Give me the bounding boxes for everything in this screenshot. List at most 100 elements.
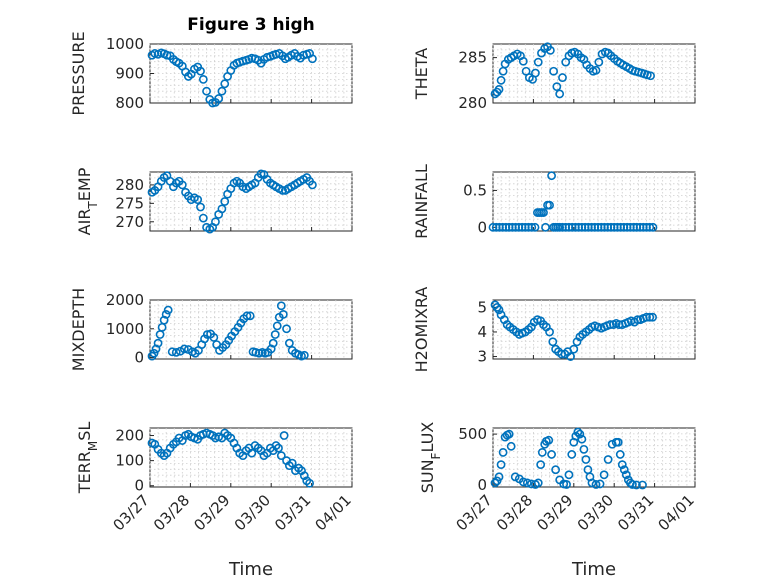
data-point	[531, 68, 540, 78]
x-tick-label: 03/31	[271, 491, 314, 534]
data-point	[591, 480, 601, 489]
y-axis-label-subscript: M	[86, 441, 100, 451]
data-point	[605, 320, 615, 329]
data-points	[147, 169, 317, 234]
data-point	[308, 54, 317, 64]
data-point	[211, 217, 220, 227]
x-tick-label: 03/27	[110, 491, 153, 534]
data-point	[271, 441, 281, 450]
data-point	[163, 305, 173, 315]
y-axis-label-main: AIR	[75, 209, 94, 236]
data-point	[533, 57, 543, 67]
y-axis-label: PRESSURE	[69, 31, 88, 115]
data-point	[159, 315, 169, 325]
data-points	[490, 300, 657, 361]
data-point	[645, 312, 655, 322]
data-point	[274, 443, 283, 453]
y-axis-label: H2OMIXRA	[412, 287, 431, 373]
data-point	[496, 460, 506, 470]
data-point	[569, 344, 579, 354]
subplot-h2omixra: 3 4 5 H2OMIXRA	[412, 287, 696, 373]
y-tick-label: 0	[477, 476, 487, 494]
data-point	[558, 73, 567, 82]
data-points	[147, 48, 317, 108]
y-tick-label: 500	[458, 425, 487, 443]
grid	[492, 172, 696, 231]
data-point	[603, 455, 613, 464]
data-point	[161, 309, 171, 319]
data-point	[278, 309, 288, 319]
data-point	[490, 478, 500, 488]
data-point	[547, 450, 556, 459]
data-point	[242, 311, 252, 321]
y-tick-label: 270	[115, 213, 144, 231]
data-point	[594, 57, 604, 67]
data-point	[566, 352, 575, 361]
data-point	[504, 429, 514, 439]
data-point	[522, 478, 532, 488]
data-point	[551, 465, 561, 475]
y-axis-label: THETA	[412, 48, 431, 100]
data-point	[648, 312, 657, 322]
data-point	[305, 478, 314, 488]
data-point	[214, 94, 224, 103]
subplot-pressure: 800 900 1000 PRESSURE	[69, 31, 353, 116]
y-axis-label-main: SUN	[418, 459, 437, 493]
data-point	[541, 222, 550, 232]
x-axis-label-left: Time	[228, 559, 273, 580]
data-point	[276, 301, 286, 311]
data-point	[575, 429, 585, 439]
y-tick-label: 280	[115, 176, 144, 194]
data-point	[217, 86, 227, 96]
data-point	[646, 71, 655, 81]
x-tick-label: 03/29	[190, 491, 233, 534]
x-tick-label: 03/28	[150, 491, 193, 534]
y-axis-label-main: MIXDEPTH	[69, 288, 88, 371]
figure-title: Figure 3 high	[187, 15, 315, 35]
y-tick-label: 2000	[106, 291, 144, 309]
data-point	[537, 448, 547, 457]
y-axis-label: SUNFLUX	[418, 422, 443, 494]
data-point	[567, 450, 577, 459]
data-point	[151, 344, 161, 354]
data-point	[220, 79, 230, 89]
data-point	[179, 344, 189, 354]
data-point	[518, 477, 528, 487]
y-tick-label: 0	[134, 477, 144, 495]
y-axis-label-subscript: T	[86, 201, 100, 210]
data-point	[562, 480, 571, 489]
y-tick-label: 100	[115, 452, 144, 470]
data-point	[272, 321, 282, 331]
y-axis-label-main: RAINFALL	[412, 164, 431, 239]
y-tick-label: 285	[458, 49, 487, 67]
y-axis-label-suffix: LUX	[418, 422, 437, 453]
data-point	[284, 338, 294, 348]
y-axis-label: AIRTEMP	[75, 167, 100, 235]
data-point	[555, 89, 565, 99]
subplot-mixdepth: 0 1000 2000 MIXDEPTH	[69, 288, 353, 371]
x-axis-label-right: Time	[571, 559, 616, 580]
x-tick-label: 03/30	[574, 491, 617, 534]
data-points	[490, 427, 647, 490]
x-tick-label: 03/30	[231, 491, 274, 534]
x-tick-label: 03/31	[614, 491, 657, 534]
data-point	[581, 455, 591, 464]
data-point	[299, 471, 309, 481]
data-point	[615, 450, 625, 459]
data-point	[632, 480, 641, 490]
y-tick-label: 0	[134, 349, 144, 367]
y-axis-label: MIXDEPTH	[69, 288, 88, 371]
data-point	[627, 480, 637, 489]
x-tick-label: 03/28	[493, 491, 536, 534]
data-point	[595, 479, 605, 489]
data-point	[193, 195, 203, 205]
data-point	[162, 50, 172, 60]
data-point	[496, 75, 506, 85]
data-point	[645, 222, 655, 232]
data-point	[638, 480, 647, 490]
y-axis-label-main: TERR	[75, 451, 94, 494]
data-point	[533, 478, 543, 488]
data-points	[490, 42, 655, 99]
